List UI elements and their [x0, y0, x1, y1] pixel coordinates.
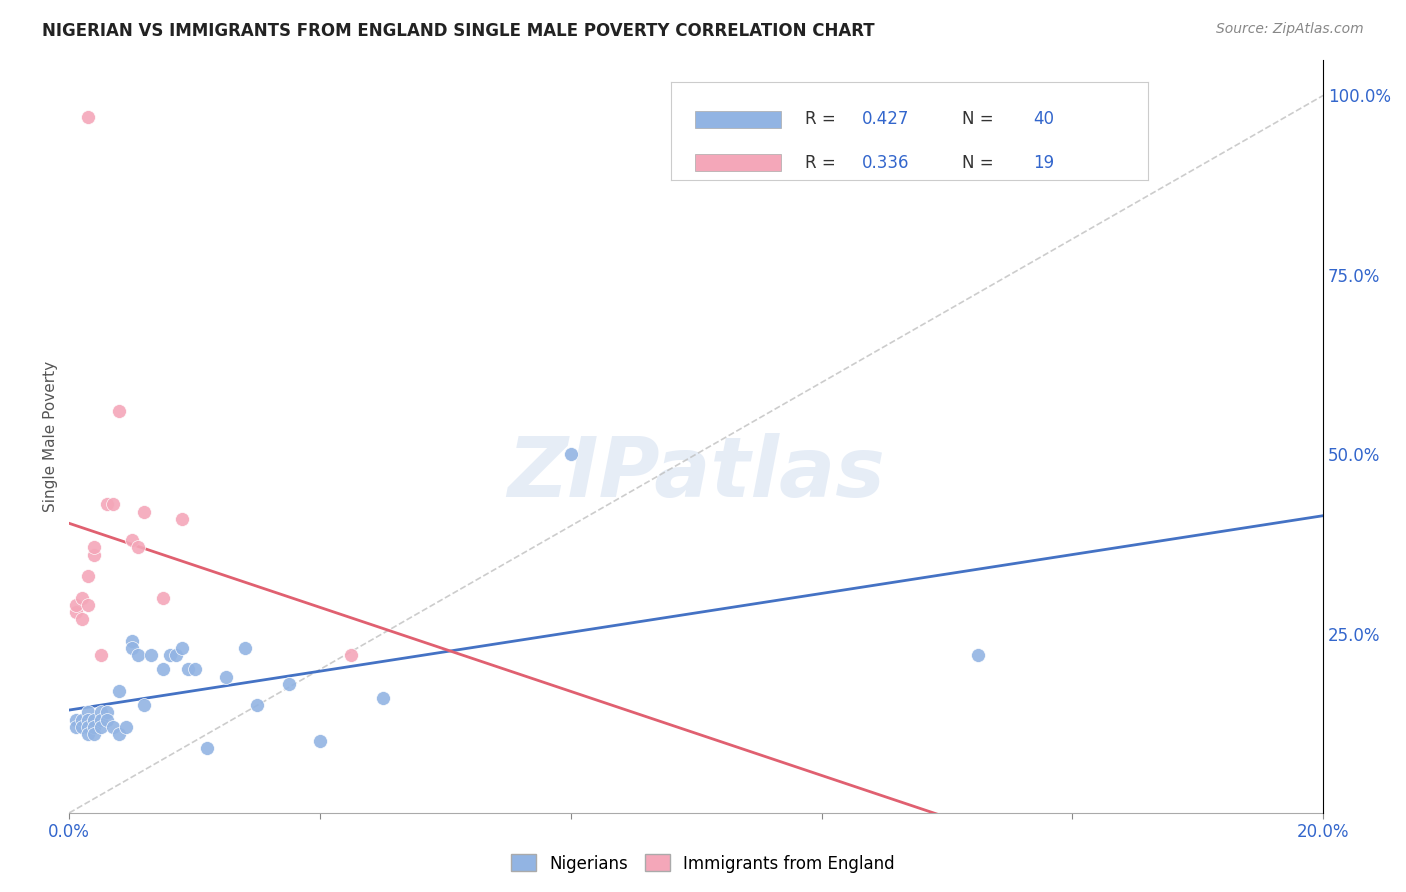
Point	[215, 670, 238, 684]
Point	[65, 598, 87, 612]
Point	[177, 662, 200, 676]
Point	[108, 684, 131, 698]
Text: NIGERIAN VS IMMIGRANTS FROM ENGLAND SINGLE MALE POVERTY CORRELATION CHART: NIGERIAN VS IMMIGRANTS FROM ENGLAND SING…	[42, 22, 875, 40]
Point	[195, 741, 218, 756]
Point	[560, 447, 582, 461]
Point	[70, 612, 93, 626]
Point	[121, 633, 143, 648]
Text: ZIPatlas: ZIPatlas	[508, 434, 886, 515]
Y-axis label: Single Male Poverty: Single Male Poverty	[44, 360, 58, 512]
Point	[101, 497, 124, 511]
Point	[90, 720, 112, 734]
Point	[165, 648, 187, 662]
Point	[172, 640, 194, 655]
Point	[134, 505, 156, 519]
Point	[152, 662, 174, 676]
Point	[77, 713, 100, 727]
Point	[114, 720, 136, 734]
Point	[139, 648, 162, 662]
Point	[127, 648, 149, 662]
Point	[77, 706, 100, 720]
Point	[77, 720, 100, 734]
Point	[246, 698, 269, 713]
Point	[233, 640, 256, 655]
Point	[65, 713, 87, 727]
Point	[121, 533, 143, 548]
Point	[90, 706, 112, 720]
Point	[159, 648, 181, 662]
Point	[83, 548, 105, 562]
Point	[108, 727, 131, 741]
Point	[77, 569, 100, 583]
Point	[83, 541, 105, 555]
Point	[83, 720, 105, 734]
Point	[90, 713, 112, 727]
Point	[127, 541, 149, 555]
Point	[83, 727, 105, 741]
Point	[96, 713, 118, 727]
Point	[96, 497, 118, 511]
Point	[101, 720, 124, 734]
Point	[65, 720, 87, 734]
Point	[277, 677, 299, 691]
Point	[83, 713, 105, 727]
Point	[90, 648, 112, 662]
Point	[309, 734, 332, 748]
Point	[183, 662, 205, 676]
Point	[340, 648, 363, 662]
Point	[70, 591, 93, 605]
Point	[967, 648, 990, 662]
Point	[77, 598, 100, 612]
Point	[65, 605, 87, 619]
Point	[134, 698, 156, 713]
Point	[70, 713, 93, 727]
Point	[108, 404, 131, 418]
Point	[371, 691, 394, 706]
Point	[96, 706, 118, 720]
Point	[172, 512, 194, 526]
Point	[152, 591, 174, 605]
Point	[77, 727, 100, 741]
Point	[70, 720, 93, 734]
Point	[77, 110, 100, 124]
Text: Source: ZipAtlas.com: Source: ZipAtlas.com	[1216, 22, 1364, 37]
Point	[121, 640, 143, 655]
Legend: Nigerians, Immigrants from England: Nigerians, Immigrants from England	[505, 847, 901, 880]
